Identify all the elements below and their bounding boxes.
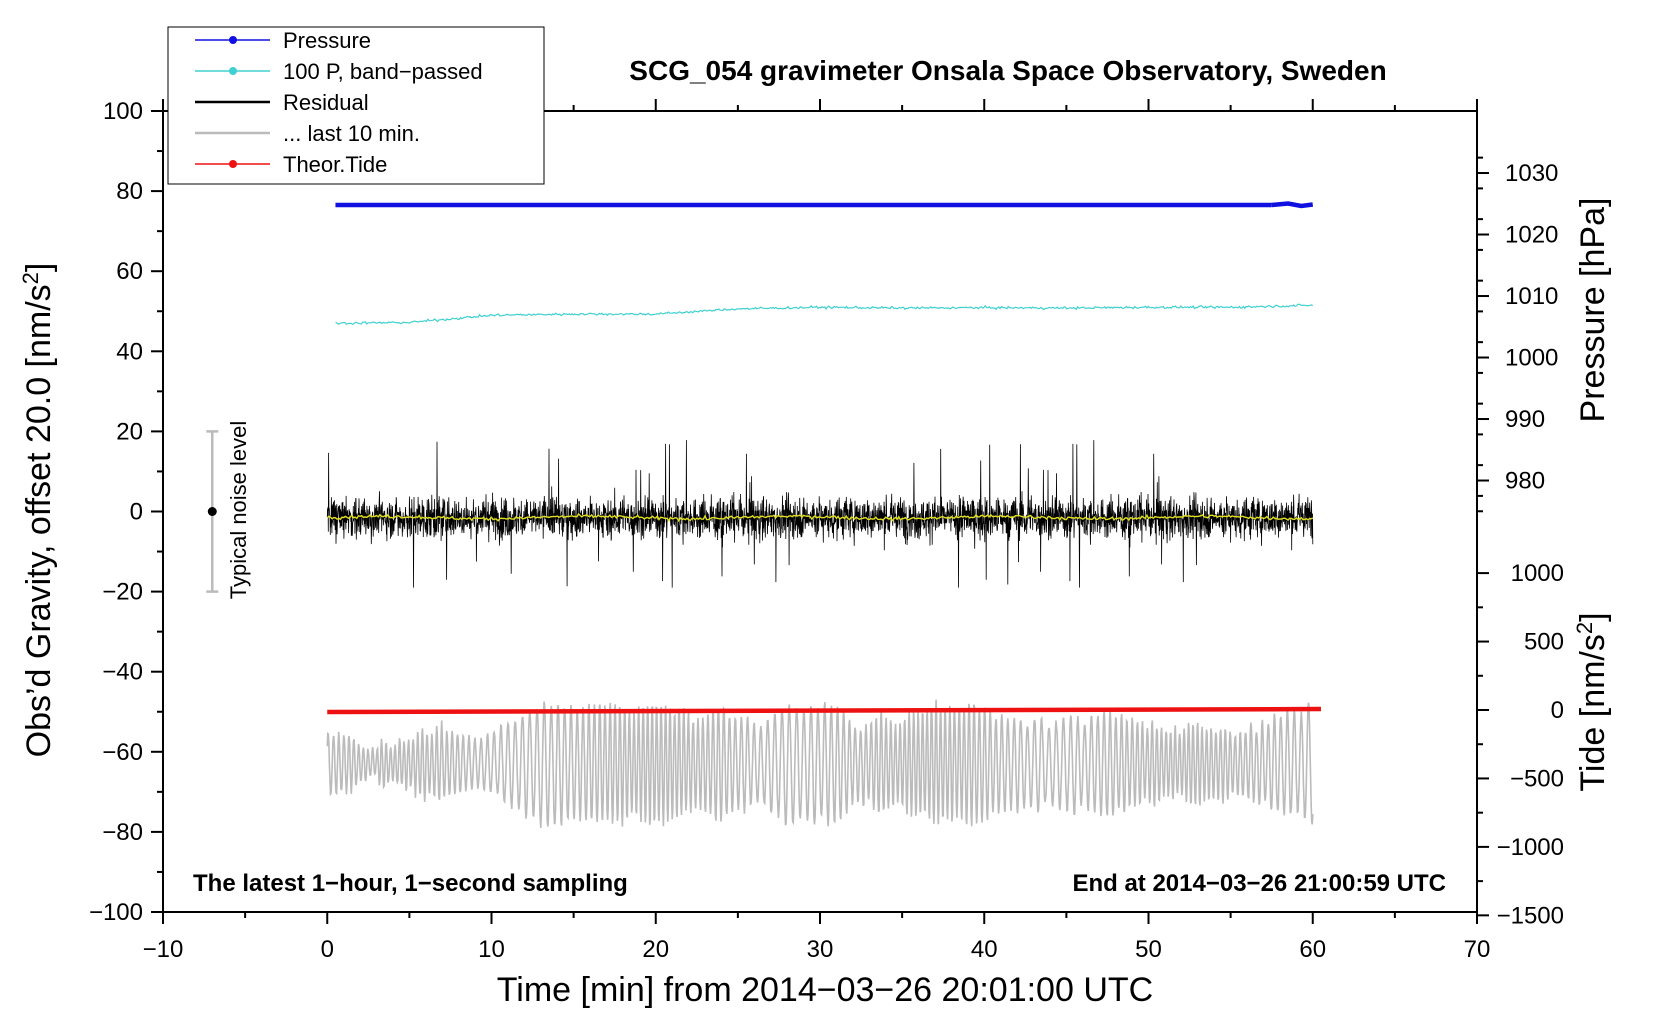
- pressure-tick-label: 1020: [1505, 222, 1558, 249]
- tide-tick-label: 0: [1551, 697, 1564, 724]
- x-tick-label: 50: [1135, 936, 1162, 963]
- tide-tick-label: 500: [1524, 629, 1564, 656]
- noise-level-label: Typical noise level: [226, 421, 251, 600]
- left-axis-title-tail: ]: [20, 263, 58, 272]
- series-residual-smoothed: [326, 512, 1314, 523]
- legend-label: Residual: [283, 90, 369, 115]
- tide-tick-label: 1000: [1511, 560, 1564, 587]
- legend-box: [167, 26, 545, 185]
- series-theor-tide: [327, 706, 1321, 715]
- pressure-tick-label: 990: [1505, 406, 1545, 433]
- noise-level-indicator: [206, 430, 219, 593]
- tide-tick-label: −1000: [1497, 834, 1564, 861]
- legend-swatch-marker: [229, 67, 237, 75]
- left-tick-label: 80: [116, 178, 143, 205]
- x-tick-label: 20: [642, 936, 669, 963]
- legend-label: Theor.Tide: [283, 152, 387, 177]
- left-axis-ticks: 100 80 60 40 20 0 −20 −40 −60 −80 −100: [89, 98, 163, 926]
- left-tick-label: −60: [102, 739, 143, 766]
- left-tick-label: −40: [102, 659, 143, 686]
- x-axis-ticks: −10 0 10 20 30 40 50 60 70: [143, 99, 1491, 963]
- x-tick-label: 0: [321, 936, 334, 963]
- x-tick-label: 40: [971, 936, 998, 963]
- pressure-axis-ticks: 1030 1020 1010 1000 990 980: [1477, 156, 1558, 513]
- legend-label: Pressure: [283, 28, 371, 53]
- left-tick-label: 40: [116, 338, 143, 365]
- legend-swatch-marker: [229, 160, 237, 168]
- pressure-axis-title: Pressure [hPa]: [1574, 198, 1612, 423]
- left-tick-label: 0: [130, 499, 143, 526]
- x-tick-label: 70: [1464, 936, 1491, 963]
- x-tick-label: 30: [807, 936, 834, 963]
- tide-axis-title-tail: ]: [1574, 612, 1612, 621]
- tide-tick-label: −500: [1510, 765, 1564, 792]
- pressure-tick-label: 1000: [1505, 345, 1558, 372]
- left-tick-label: 100: [103, 98, 143, 125]
- left-tick-label: 20: [116, 418, 143, 445]
- left-tick-label: −20: [102, 579, 143, 606]
- tide-axis-title: Tide [nm/s2]: [1572, 612, 1612, 791]
- tide-axis-title-main: Tide [nm/s: [1574, 634, 1612, 791]
- left-axis-title: Obs’d Gravity, offset 20.0 [nm/s2]: [18, 263, 58, 758]
- pressure-tick-label: 1030: [1505, 160, 1558, 187]
- tide-axis-ticks: 1000 500 0 −500 −1000 −1500: [1477, 560, 1564, 929]
- noise-bar-center-dot: [207, 507, 217, 516]
- legend-swatch-marker: [229, 36, 237, 44]
- series-last-10-min: [326, 699, 1314, 828]
- pressure-tick-label: 980: [1505, 468, 1545, 495]
- left-tick-label: −100: [89, 899, 143, 926]
- x-tick-label: 60: [1299, 936, 1326, 963]
- left-axis-title-sup: 2: [18, 272, 43, 284]
- legend-label: ... last 10 min.: [283, 121, 420, 146]
- pressure-tick-label: 1010: [1505, 283, 1558, 310]
- annotation-bottom-right: End at 2014−03−26 21:00:59 UTC: [1072, 870, 1446, 897]
- tide-axis-title-sup: 2: [1572, 622, 1597, 634]
- series-residual: [326, 440, 1314, 588]
- left-axis-title-main: Obs’d Gravity, offset 20.0 [nm/s: [20, 284, 58, 757]
- tide-tick-label: −1500: [1497, 902, 1564, 929]
- x-tick-label: 10: [478, 936, 505, 963]
- x-tick-label: −10: [143, 936, 184, 963]
- left-tick-label: −80: [102, 819, 143, 846]
- series-band-passed: [335, 303, 1314, 325]
- left-tick-label: 60: [116, 258, 143, 285]
- data-layer: [326, 201, 1321, 828]
- x-axis-title: Time [min] from 2014−03−26 20:01:00 UTC: [497, 971, 1153, 1009]
- annotation-bottom-left: The latest 1−hour, 1−second sampling: [193, 870, 628, 897]
- legend: Pressure 100 P, band−passed Residual ... la…: [167, 26, 545, 185]
- chart-title: SCG_054 gravimeter Onsala Space Observat…: [629, 55, 1386, 86]
- legend-label: 100 P, band−passed: [283, 59, 483, 84]
- series-pressure-end: [1271, 201, 1314, 209]
